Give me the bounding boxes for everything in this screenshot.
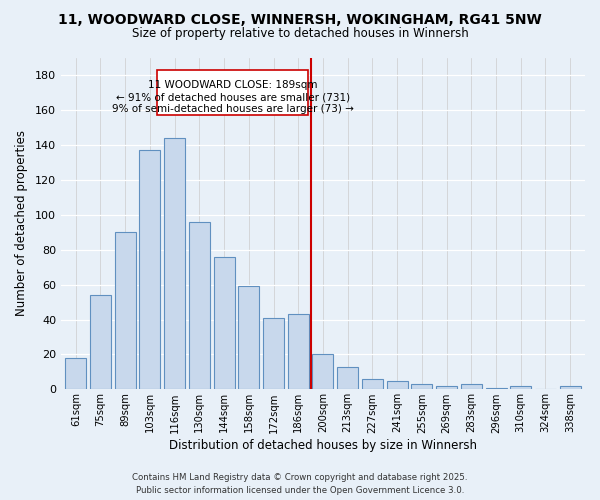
- Bar: [164, 138, 185, 390]
- Bar: [90, 295, 111, 390]
- Text: 11 WOODWARD CLOSE: 189sqm: 11 WOODWARD CLOSE: 189sqm: [148, 80, 317, 90]
- Bar: [288, 314, 309, 390]
- Bar: [214, 256, 235, 390]
- Bar: [485, 388, 506, 390]
- X-axis label: Distribution of detached houses by size in Winnersh: Distribution of detached houses by size …: [169, 440, 477, 452]
- Text: Contains HM Land Registry data © Crown copyright and database right 2025.
Public: Contains HM Land Registry data © Crown c…: [132, 474, 468, 495]
- Bar: [189, 222, 210, 390]
- Bar: [337, 366, 358, 390]
- Bar: [386, 380, 407, 390]
- Bar: [412, 384, 433, 390]
- Bar: [115, 232, 136, 390]
- Bar: [510, 386, 531, 390]
- Text: 11, WOODWARD CLOSE, WINNERSH, WOKINGHAM, RG41 5NW: 11, WOODWARD CLOSE, WINNERSH, WOKINGHAM,…: [58, 12, 542, 26]
- Text: 9% of semi-detached houses are larger (73) →: 9% of semi-detached houses are larger (7…: [112, 104, 353, 114]
- FancyBboxPatch shape: [157, 70, 308, 115]
- Bar: [362, 379, 383, 390]
- Text: ← 91% of detached houses are smaller (731): ← 91% of detached houses are smaller (73…: [116, 92, 350, 102]
- Bar: [461, 384, 482, 390]
- Text: Size of property relative to detached houses in Winnersh: Size of property relative to detached ho…: [131, 28, 469, 40]
- Bar: [313, 354, 334, 390]
- Y-axis label: Number of detached properties: Number of detached properties: [15, 130, 28, 316]
- Bar: [263, 318, 284, 390]
- Bar: [65, 358, 86, 390]
- Bar: [436, 386, 457, 390]
- Bar: [139, 150, 160, 390]
- Bar: [238, 286, 259, 390]
- Bar: [560, 386, 581, 390]
